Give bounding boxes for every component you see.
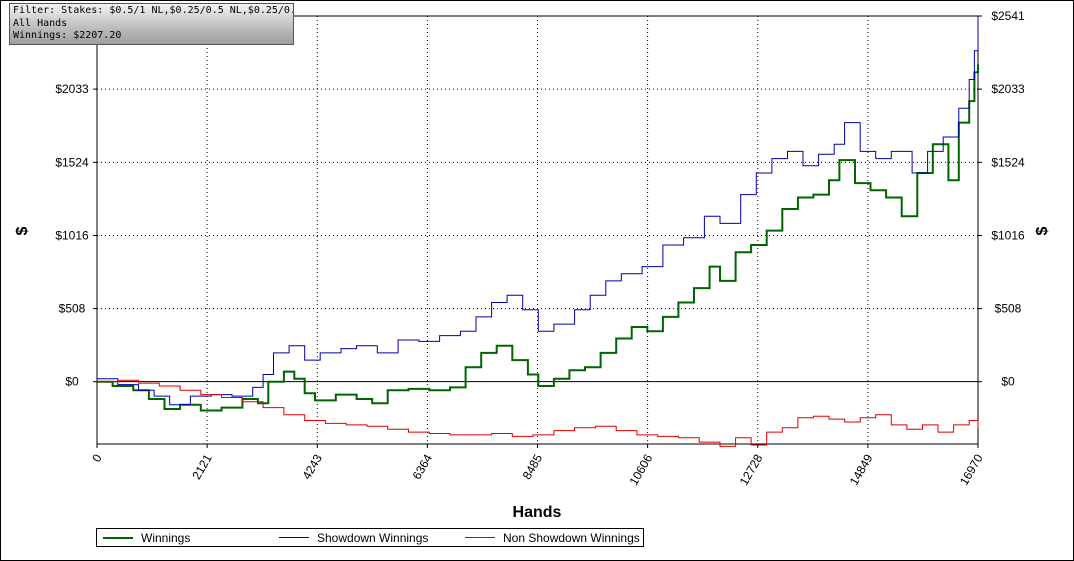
series-group xyxy=(97,16,979,447)
y-tick-label-left: $1524 xyxy=(55,155,89,169)
y-axis-right: $0 $508 $1016 $1524 $2033 $2541 xyxy=(978,9,1025,389)
y-tick-label-right: $1016 xyxy=(991,228,1025,242)
legend-swatch-showdown xyxy=(279,537,309,538)
series-line-showdown xyxy=(97,16,979,406)
filter-stakes-text: Filter: Stakes: $0.5/1 NL,$0.25/0.5 NL,$… xyxy=(13,5,294,16)
x-tick-label: 2121 xyxy=(189,451,215,481)
x-tick-label: 14849 xyxy=(847,451,876,487)
y-axis-title-left: $ xyxy=(14,226,31,235)
legend-item-winnings: Winnings xyxy=(103,529,190,546)
y-tick-label-right: $508 xyxy=(995,302,1022,316)
x-axis-title: Hands xyxy=(513,504,562,521)
series-line-winnings xyxy=(97,64,979,412)
y-tick-label-left: $2033 xyxy=(55,82,89,96)
x-tick-label: 4243 xyxy=(300,452,326,482)
y-tick-label-right: $0 xyxy=(1001,375,1015,389)
x-axis: 0 2121 4243 6364 8485 10606 12728 14849 16970 xyxy=(89,444,986,488)
x-tick-label: 8485 xyxy=(520,451,546,481)
y-tick-label-left: $1016 xyxy=(55,228,89,242)
x-tick-label: 6364 xyxy=(410,451,436,481)
legend-swatch-nonshowdown xyxy=(465,537,495,538)
grid xyxy=(97,16,978,444)
y-tick-label-left: $508 xyxy=(59,302,86,316)
legend-swatch-winnings xyxy=(103,536,133,539)
y-axis-title-right: $ xyxy=(1034,226,1051,235)
legend-label-showdown: Showdown Winnings xyxy=(317,530,429,545)
x-tick-label: 16970 xyxy=(957,451,986,487)
x-tick-label: 0 xyxy=(89,451,105,464)
legend-item-showdown: Showdown Winnings xyxy=(279,529,428,546)
series-line-nonshowdown xyxy=(97,379,979,447)
x-tick-label: 10606 xyxy=(627,451,656,487)
filter-info-box: Filter: Stakes: $0.5/1 NL,$0.25/0.5 NL,$… xyxy=(9,3,294,45)
legend-label-nonshowdown: Non Showdown Winnings xyxy=(503,530,640,545)
legend: Winnings Showdown Winnings Non Showdown … xyxy=(96,528,644,547)
filter-winnings-text: Winnings: $2207.20 xyxy=(13,30,122,41)
y-tick-label-right: $2541 xyxy=(991,9,1025,23)
y-axis-left: $0$508$1016$1524$2033$2541 xyxy=(55,9,97,389)
legend-label-winnings: Winnings xyxy=(141,530,191,545)
y-tick-label-left: $0 xyxy=(65,375,79,389)
x-tick-label: 12728 xyxy=(737,452,766,488)
legend-item-nonshowdown: Non Showdown Winnings xyxy=(465,529,640,546)
y-tick-label-right: $2033 xyxy=(991,82,1025,96)
y-tick-label-right: $1524 xyxy=(991,155,1025,169)
filter-hands-text: All Hands xyxy=(13,17,68,29)
